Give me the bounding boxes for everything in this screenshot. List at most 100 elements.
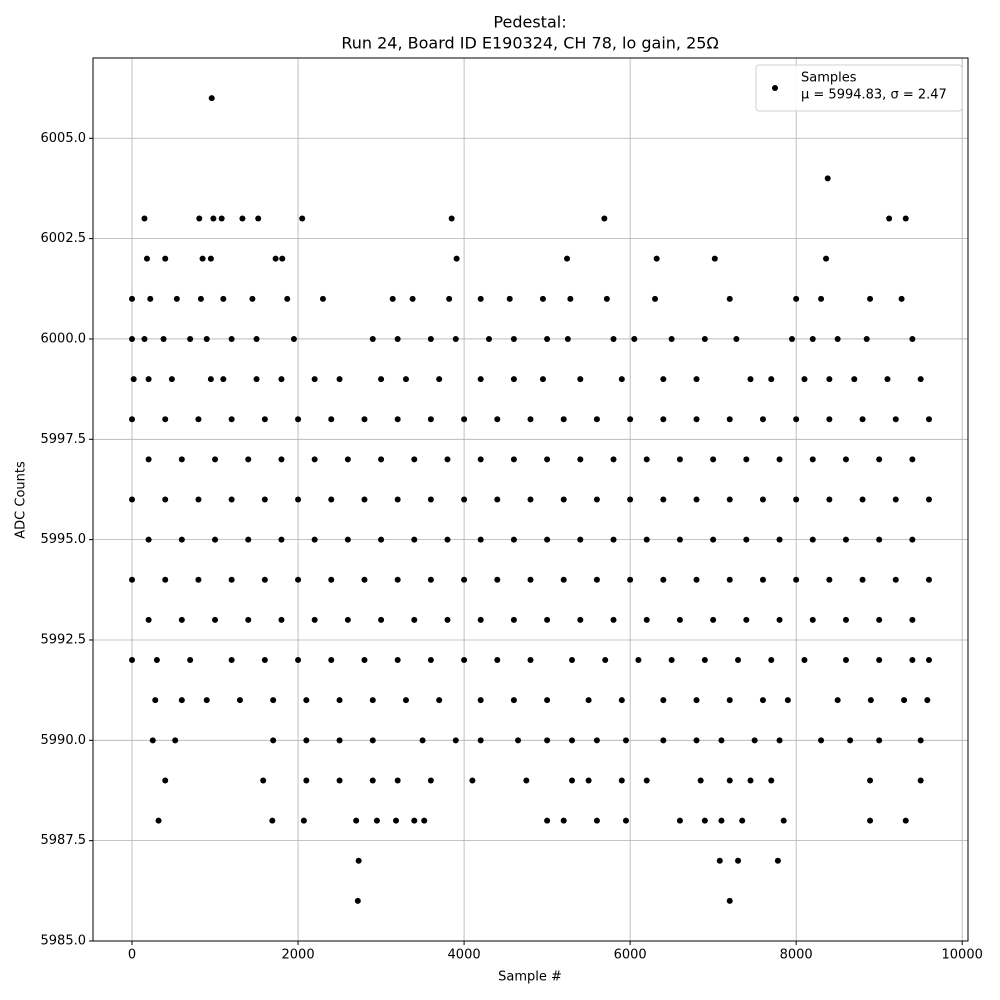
- point: [789, 335, 796, 342]
- point: [328, 496, 335, 503]
- point: [593, 416, 600, 423]
- point: [693, 737, 700, 744]
- point: [602, 657, 609, 664]
- point: [129, 576, 136, 583]
- point: [278, 456, 285, 463]
- point: [172, 737, 179, 744]
- point: [129, 496, 136, 503]
- y-tick-label: 5995.0: [41, 532, 87, 547]
- point: [834, 335, 841, 342]
- point: [444, 616, 451, 623]
- point: [627, 576, 634, 583]
- point: [676, 536, 683, 543]
- point: [195, 576, 202, 583]
- point: [901, 697, 908, 704]
- point: [660, 496, 667, 503]
- point: [577, 616, 584, 623]
- point: [801, 376, 808, 383]
- point: [436, 376, 443, 383]
- point: [369, 335, 376, 342]
- point: [544, 817, 551, 824]
- point: [469, 777, 476, 784]
- point: [494, 496, 501, 503]
- x-axis-label: Sample #: [498, 970, 562, 985]
- point: [560, 496, 567, 503]
- point: [618, 777, 625, 784]
- point: [253, 376, 260, 383]
- point: [743, 536, 750, 543]
- point: [261, 657, 268, 664]
- point: [149, 737, 156, 744]
- y-tick-label: 5987.5: [41, 833, 87, 848]
- point: [701, 657, 708, 664]
- point: [643, 536, 650, 543]
- point: [411, 616, 418, 623]
- point: [427, 657, 434, 664]
- x-tick-label: 0: [128, 948, 136, 963]
- point: [818, 295, 825, 302]
- point: [361, 576, 368, 583]
- point: [336, 777, 343, 784]
- point: [228, 657, 235, 664]
- point: [809, 456, 816, 463]
- point: [218, 215, 225, 222]
- point: [162, 496, 169, 503]
- point: [834, 697, 841, 704]
- point: [510, 376, 517, 383]
- point: [129, 335, 136, 342]
- point: [622, 817, 629, 824]
- point: [898, 295, 905, 302]
- point: [278, 376, 285, 383]
- point: [631, 335, 638, 342]
- point: [354, 897, 361, 904]
- point: [355, 857, 362, 864]
- point: [269, 817, 276, 824]
- point: [726, 897, 733, 904]
- point: [394, 777, 401, 784]
- y-tick-label: 6002.5: [41, 231, 87, 246]
- point: [378, 456, 385, 463]
- point: [477, 376, 484, 383]
- point: [593, 496, 600, 503]
- point: [776, 616, 783, 623]
- point: [328, 657, 335, 664]
- point: [902, 215, 909, 222]
- point: [577, 376, 584, 383]
- point: [909, 456, 916, 463]
- point: [643, 777, 650, 784]
- point: [735, 657, 742, 664]
- point: [544, 697, 551, 704]
- point: [610, 616, 617, 623]
- point: [710, 456, 717, 463]
- point: [909, 616, 916, 623]
- x-tick-label: 4000: [448, 948, 481, 963]
- point: [544, 335, 551, 342]
- x-tick-label: 2000: [282, 948, 315, 963]
- point: [668, 335, 675, 342]
- point: [344, 536, 351, 543]
- point: [726, 697, 733, 704]
- point: [876, 616, 883, 623]
- point: [593, 576, 600, 583]
- point: [693, 697, 700, 704]
- point: [824, 175, 831, 182]
- point: [780, 817, 787, 824]
- point: [768, 777, 775, 784]
- point: [886, 215, 893, 222]
- point: [427, 496, 434, 503]
- point: [253, 335, 260, 342]
- point: [344, 456, 351, 463]
- point: [585, 777, 592, 784]
- point: [279, 255, 286, 262]
- point: [311, 376, 318, 383]
- point: [693, 496, 700, 503]
- point: [145, 376, 152, 383]
- point: [867, 777, 874, 784]
- x-tick-label: 10000: [942, 948, 983, 963]
- point: [494, 416, 501, 423]
- point: [162, 576, 169, 583]
- point: [842, 536, 849, 543]
- point: [411, 456, 418, 463]
- point: [774, 857, 781, 864]
- point: [747, 777, 754, 784]
